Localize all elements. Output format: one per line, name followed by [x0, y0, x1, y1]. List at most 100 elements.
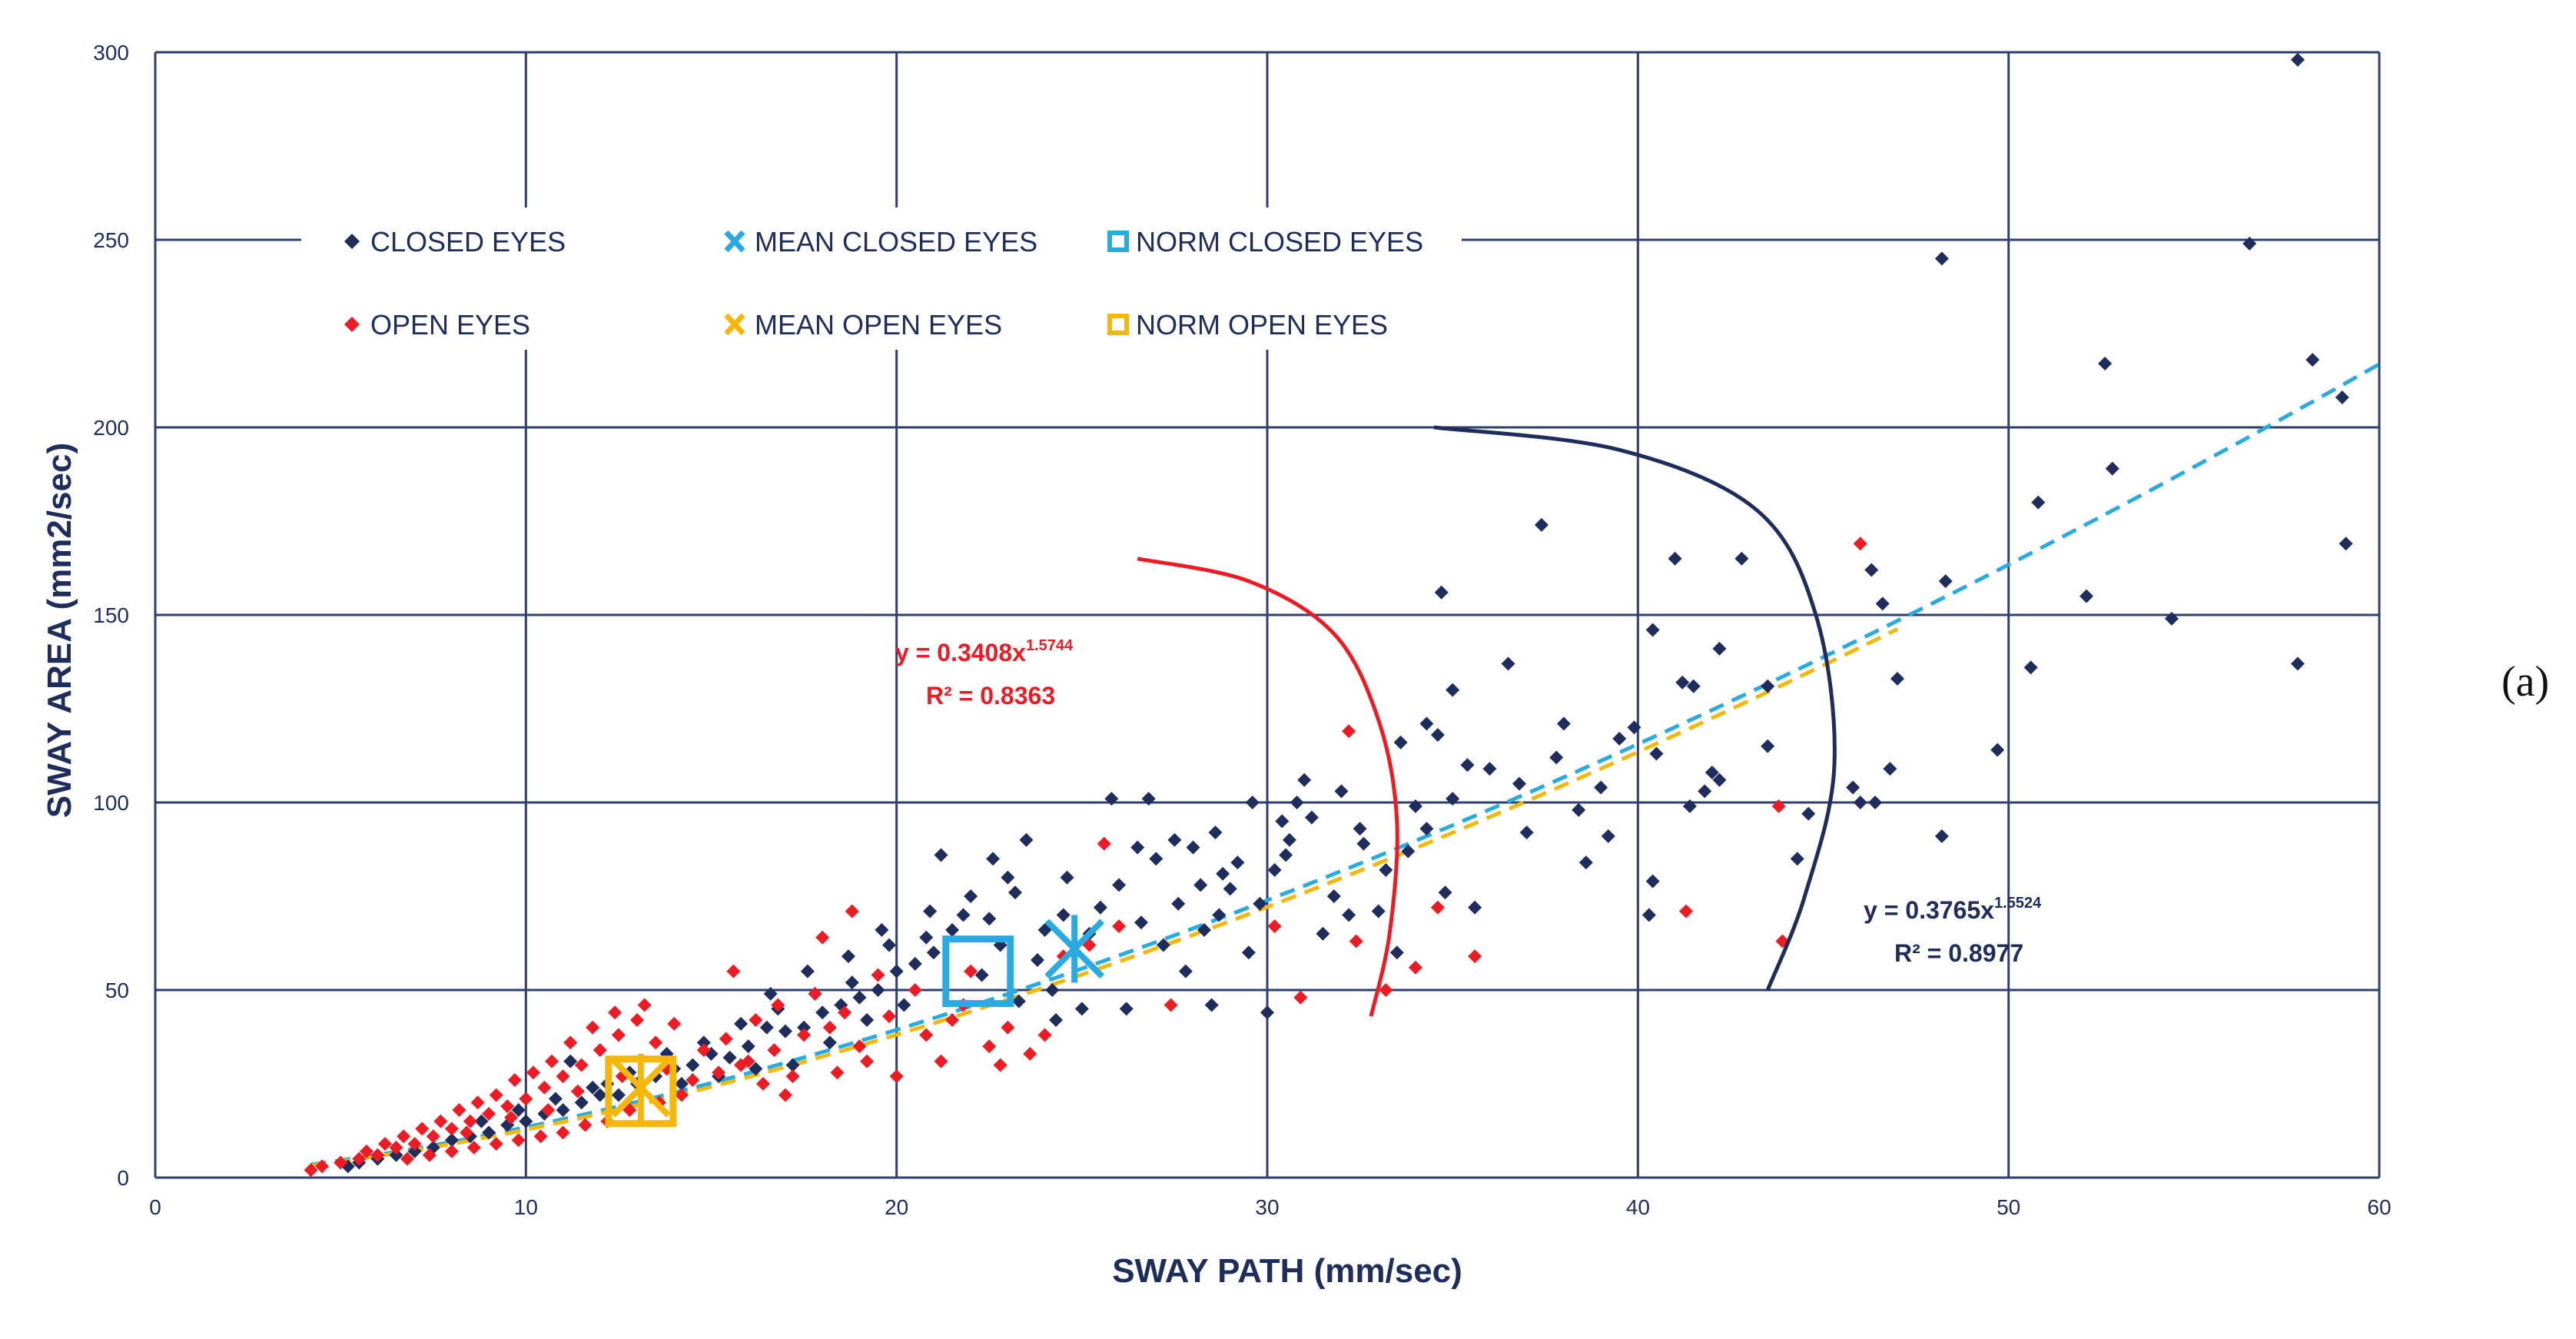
closed-eyes-point	[1197, 922, 1212, 937]
closed-eyes-point	[556, 1103, 570, 1118]
open-eyes-point	[797, 1028, 812, 1042]
closed-eyes-point	[964, 889, 978, 903]
open-eyes-point	[1037, 1028, 1052, 1042]
closed-eyes-equation-r2: R² = 0.8977	[1894, 939, 2023, 967]
closed-eyes-point	[1601, 829, 1615, 843]
closed-eyes-point	[871, 983, 885, 997]
open-eyes-point	[982, 1039, 997, 1054]
closed-eyes-point	[1645, 623, 1660, 637]
x-axis-title: SWAY PATH (mm/sec)	[1112, 1252, 1462, 1290]
closed-eyes-point	[1468, 900, 1482, 915]
y-tick-label: 50	[105, 978, 129, 1002]
closed-eyes-point	[1156, 938, 1170, 952]
boundary-curves	[1137, 425, 1837, 1017]
open-eyes-point	[422, 1148, 437, 1162]
open-eyes-point	[1112, 919, 1127, 934]
open-eyes-point	[964, 964, 978, 978]
legend-item-closed-eyes: CLOSED EYES	[344, 226, 566, 258]
open-eyes-point	[378, 1137, 393, 1151]
closed-eyes-point	[2305, 353, 2320, 367]
closed-eyes-point	[845, 975, 859, 990]
open-eyes-legend-marker	[344, 317, 360, 332]
closed-eyes-point	[1868, 796, 1883, 809]
x-tick-label: 30	[1255, 1195, 1279, 1219]
open-eyes-point	[1430, 900, 1445, 915]
open-eyes-point	[466, 1140, 481, 1155]
open-eyes-point	[1408, 960, 1422, 975]
closed-eyes-point	[593, 1088, 607, 1102]
open-eyes-point	[719, 1032, 733, 1046]
closed-eyes-point	[1761, 739, 1775, 753]
open-eyes-point	[556, 1125, 570, 1140]
closed-eyes-point	[1438, 885, 1452, 900]
open-eyes-point	[593, 1043, 607, 1058]
closed-eyes-point	[785, 1058, 800, 1072]
closed-eyes-point	[926, 945, 941, 960]
open-eyes-point	[334, 1155, 348, 1170]
closed-eyes-point	[1204, 998, 1219, 1012]
open-eyes-point	[563, 1035, 578, 1050]
open-eyes-point	[852, 1039, 867, 1054]
x-tick-label: 60	[2367, 1195, 2391, 1219]
closed-eyes-point	[797, 1020, 812, 1035]
open-eyes-point	[822, 1020, 837, 1035]
closed-eyes-point	[611, 1088, 626, 1102]
closed-eyes-point	[1938, 574, 1953, 589]
trend-lines	[310, 362, 2381, 1168]
open-eyes-point	[838, 1005, 852, 1020]
closed-eyes-point	[474, 1114, 489, 1128]
closed-eyes-point	[1501, 656, 1515, 671]
legend-item-norm-open-eyes: NORM OPEN EYES	[1107, 309, 1388, 341]
norm-open-eyes-legend-marker	[1107, 314, 1129, 335]
closed-eyes-point	[1253, 896, 1267, 911]
open-eyes-point	[845, 904, 859, 919]
closed-eyes-point	[1698, 784, 1712, 799]
closed-eyes-point	[1379, 862, 1393, 877]
open-eyes-point	[545, 1054, 559, 1068]
closed-eyes-point	[519, 1114, 533, 1128]
open-eyes-point	[389, 1140, 403, 1155]
legend-label-norm-open-eyes: NORM OPEN EYES	[1136, 309, 1388, 341]
open-eyes-point	[397, 1129, 411, 1144]
closed-eyes-point	[2290, 656, 2305, 671]
closed-eyes-point	[1578, 856, 1593, 870]
y-tick-label: 250	[93, 228, 129, 252]
closed-eyes-point	[1549, 750, 1564, 765]
closed-eyes-point	[1853, 796, 1867, 809]
closed-eyes-point	[1686, 679, 1701, 693]
open-eyes-point	[908, 983, 922, 997]
mean-marker	[611, 1053, 671, 1121]
closed-eyes-point	[1178, 964, 1193, 978]
closed-eyes-point	[1001, 870, 1015, 885]
x-tick-label: 10	[514, 1195, 538, 1219]
open-eyes-point	[570, 1084, 585, 1098]
closed-eyes-point	[722, 1050, 737, 1065]
closed-eyes-point	[1534, 517, 1549, 532]
y-tick-label: 100	[93, 791, 129, 815]
open-eyes-point	[526, 1065, 540, 1080]
closed-eyes-point	[1130, 840, 1145, 855]
norm-closed-eyes-legend-marker	[1107, 231, 1129, 252]
open-eyes-point	[482, 1107, 496, 1121]
closed-eyes-point	[1846, 780, 1861, 795]
open-eyes-equation: y = 0.3408x1.5744 R² = 0.8363	[895, 637, 1074, 709]
open-eyes-point	[674, 1088, 689, 1102]
closed-eyes-point	[1890, 671, 1904, 686]
open-eyes-point	[667, 1016, 682, 1031]
closed-eyes-point	[1223, 882, 1237, 896]
closed-eyes-point	[444, 1133, 459, 1148]
closed-eyes-point	[1393, 735, 1408, 749]
closed-eyes-point	[1430, 728, 1445, 743]
open-eyes-point	[444, 1121, 459, 1136]
closed-eyes-point	[696, 1035, 711, 1050]
closed-eyes-point	[1060, 870, 1074, 885]
open-eyes-point	[1023, 1046, 1037, 1061]
open-eyes-point	[649, 1035, 663, 1050]
closed-eyes-point	[548, 1091, 563, 1106]
open-eyes-point	[1468, 949, 1482, 964]
closed-eyes-point	[1134, 915, 1149, 930]
mean-norm-markers	[605, 915, 1105, 1128]
closed-eyes-point	[1705, 765, 1719, 779]
open-eyes-point	[1001, 1020, 1015, 1035]
